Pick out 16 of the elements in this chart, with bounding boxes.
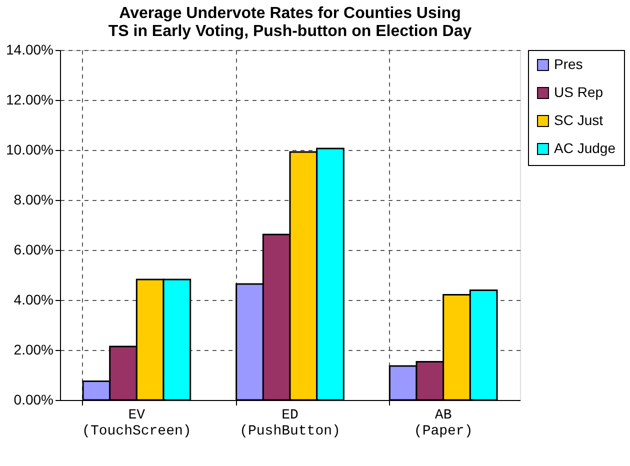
chart-title: Average Undervote Rates for Counties Using TS in Early Voting, Push-button on Election Day xyxy=(108,5,472,40)
x-tick-label: ED (PushButton) xyxy=(240,408,340,440)
y-tick-label: 4.00% xyxy=(14,292,54,308)
y-tick-label: 0.00% xyxy=(14,392,54,408)
x-tick-label: AB (Paper) xyxy=(414,408,473,440)
x-tick-label: EV (TouchScreen) xyxy=(82,408,192,440)
legend-label: AC Judge xyxy=(554,140,616,156)
y-tick-label: 2.00% xyxy=(14,342,54,358)
y-tick-label: 12.00% xyxy=(6,92,54,108)
legend-label: SC Just xyxy=(554,112,604,128)
y-tick-label: 6.00% xyxy=(14,242,54,258)
y-tick-label: 10.00% xyxy=(6,142,54,158)
y-tick-label: 14.00% xyxy=(6,42,54,58)
y-tick-label: 8.00% xyxy=(14,192,54,208)
legend-label: US Rep xyxy=(554,84,604,100)
legend-label: Pres xyxy=(554,56,583,72)
